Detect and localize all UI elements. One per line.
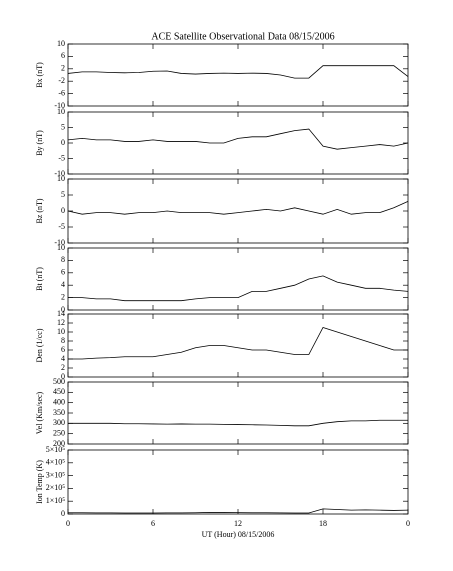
panel-frame xyxy=(67,313,409,378)
x-tick-label: 12 xyxy=(234,519,242,528)
data-line xyxy=(67,65,409,79)
panel-frame xyxy=(67,43,409,107)
y-tick-label: 0 xyxy=(61,372,65,381)
y-tick-label: 6 xyxy=(61,268,65,277)
data-line xyxy=(68,327,408,360)
y-tick-label: 10 xyxy=(57,327,65,336)
y-axis-label: Vel (Km/sec) xyxy=(35,391,44,434)
y-tick-label: 5 xyxy=(61,190,65,199)
y-tick-label: 3×10⁵ xyxy=(46,470,66,479)
y-tick-label: 250 xyxy=(53,428,65,437)
panel-frame xyxy=(67,381,409,445)
panel-frame xyxy=(67,178,409,244)
y-tick-label: 2 xyxy=(61,363,65,372)
y-tick-label: 500 xyxy=(53,377,65,386)
y-tick-label: 2×10⁵ xyxy=(46,483,66,492)
y-tick-label: -2 xyxy=(58,76,65,85)
x-tick-label: 0 xyxy=(406,519,410,528)
y-tick-label: 5 xyxy=(61,122,65,131)
y-tick-label: -10 xyxy=(54,101,65,110)
y-tick-label: 0 xyxy=(61,138,65,147)
y-tick-label: -6 xyxy=(58,88,65,97)
y-axis-label: Den (1/cc) xyxy=(35,328,44,362)
y-tick-label: 4×10⁵ xyxy=(46,458,66,467)
y-axis-label: Ion Temp (K) xyxy=(35,460,44,504)
y-axis-label: Bz (nT) xyxy=(35,198,44,223)
y-tick-label: 200 xyxy=(53,439,65,448)
y-tick-label: 0 xyxy=(61,305,65,314)
data-line xyxy=(68,508,409,514)
panel-frame xyxy=(67,247,409,311)
data-line xyxy=(67,201,409,215)
y-tick-label: -5 xyxy=(58,153,65,162)
data-line xyxy=(68,275,409,302)
x-tick-label: 18 xyxy=(319,519,327,528)
panel-frame xyxy=(67,111,409,175)
chart-title: ACE Satellite Observational Data 08/15/2… xyxy=(151,31,334,42)
y-tick-label: 2 xyxy=(61,64,65,73)
y-tick-label: 8 xyxy=(61,336,65,345)
y-tick-label: 12 xyxy=(57,318,65,327)
x-axis-label: UT (Hour) 08/15/2006 xyxy=(202,530,275,539)
y-tick-label: 6 xyxy=(61,51,65,60)
data-line xyxy=(68,419,408,427)
y-tick-label: -10 xyxy=(54,169,65,178)
y-tick-label: 10 xyxy=(57,39,65,48)
y-tick-label: 400 xyxy=(53,397,65,406)
y-tick-label: 8 xyxy=(61,255,65,264)
y-tick-label: 450 xyxy=(53,387,65,396)
x-tick-label: 6 xyxy=(151,519,155,528)
data-line xyxy=(67,128,409,150)
y-tick-label: 0 xyxy=(61,509,65,518)
x-tick-label: 0 xyxy=(66,519,70,528)
panel-frame xyxy=(67,449,409,515)
y-tick-label: 1×10⁵ xyxy=(46,496,66,505)
y-tick-label: 10 xyxy=(57,243,65,252)
y-axis-label: Bx (nT) xyxy=(35,62,44,88)
y-tick-label: 4 xyxy=(61,280,65,289)
y-tick-label: 10 xyxy=(57,107,65,116)
y-tick-label: 0 xyxy=(61,206,65,215)
y-tick-label: 6 xyxy=(61,345,65,354)
y-axis-label: Bt (nT) xyxy=(35,267,44,291)
y-tick-label: -10 xyxy=(54,238,65,247)
y-tick-label: 300 xyxy=(53,418,65,427)
y-axis-label: By (nT) xyxy=(35,130,44,156)
y-tick-label: 10 xyxy=(57,174,65,183)
y-tick-label: 14 xyxy=(57,309,65,318)
y-tick-label: 350 xyxy=(53,408,65,417)
y-tick-label: 4 xyxy=(61,354,65,363)
y-tick-label: 5×10⁵ xyxy=(46,445,66,454)
y-tick-label: 2 xyxy=(61,292,65,301)
y-tick-label: -5 xyxy=(58,222,65,231)
